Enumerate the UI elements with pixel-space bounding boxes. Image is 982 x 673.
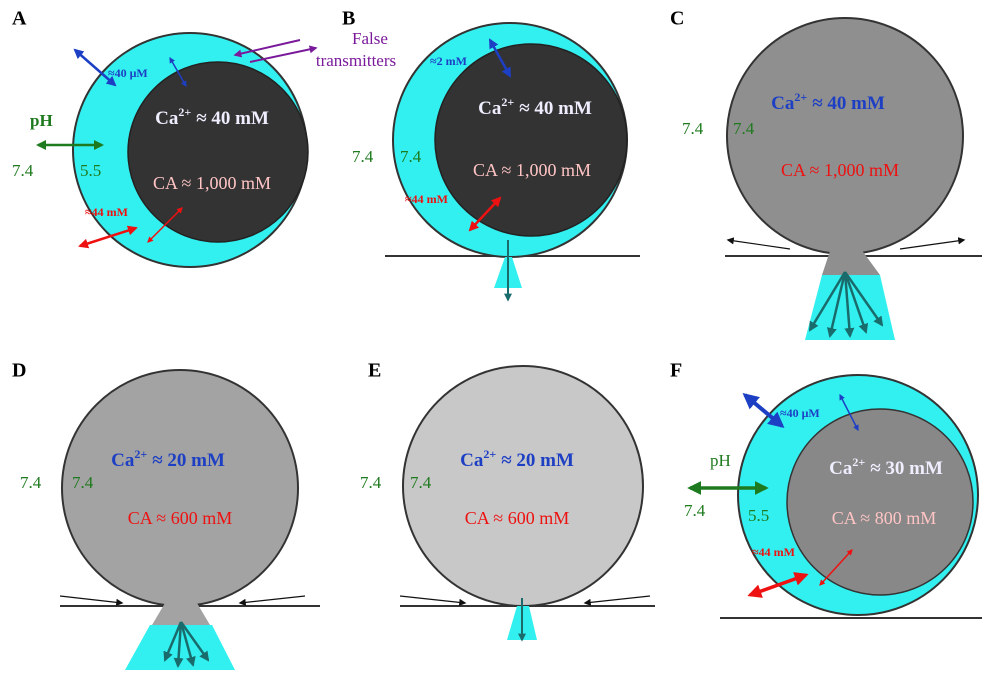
concentration: ≈40 μM bbox=[108, 66, 148, 80]
ph-value: 7.4 bbox=[352, 147, 374, 166]
ph-value: 5.5 bbox=[80, 161, 101, 180]
concentration: ≈2 mM bbox=[430, 54, 467, 68]
ph-label: pH bbox=[710, 451, 731, 470]
concentration: ≈44 mM bbox=[752, 545, 795, 559]
ph-value: 7.4 bbox=[684, 501, 706, 520]
calcium: Ca2+≈ 20 mM bbox=[460, 447, 574, 472]
ph-value: 7.4 bbox=[410, 473, 432, 492]
concentration: ≈40 μM bbox=[780, 406, 820, 420]
panel-a: A ≈40 μM False transmitters pH 7.4 5.5 C… bbox=[12, 8, 396, 267]
calcium: Ca2+≈ 40 mM bbox=[478, 95, 592, 120]
catecholamine: CA ≈ 1,000 mM bbox=[153, 173, 271, 193]
panel-label: C bbox=[670, 8, 684, 30]
annotation: transmitters bbox=[316, 51, 396, 70]
panel-label: D bbox=[12, 360, 26, 382]
vesicle bbox=[727, 18, 963, 254]
panel-c: C 7.4 7.4 Ca2+≈ 40 mM CA ≈ 1,000 mM bbox=[670, 8, 982, 340]
panel-label: A bbox=[12, 8, 27, 30]
concentration: ≈44 mM bbox=[405, 192, 448, 206]
annotation: False bbox=[352, 29, 388, 48]
ph-value: 7.4 bbox=[360, 473, 382, 492]
calcium: Ca2+≈ 20 mM bbox=[111, 447, 225, 472]
calcium: Ca2+≈ 40 mM bbox=[155, 105, 269, 130]
dense-core bbox=[128, 62, 308, 242]
catecholamine: CA ≈ 800 mM bbox=[832, 508, 936, 528]
ph-value: 7.4 bbox=[20, 473, 42, 492]
panel-e: E 7.4 7.4 Ca2+≈ 20 mM CA ≈ 600 mM bbox=[360, 360, 655, 640]
calcium: Ca2+≈ 30 mM bbox=[829, 455, 943, 480]
figure: A ≈40 μM False transmitters pH 7.4 5.5 C… bbox=[0, 0, 982, 673]
ph-value: 7.4 bbox=[12, 161, 34, 180]
ph-label: pH bbox=[30, 111, 53, 130]
concentration: ≈44 mM bbox=[85, 205, 128, 219]
ph-value: 7.4 bbox=[733, 119, 755, 138]
arrow bbox=[60, 596, 122, 603]
arrow bbox=[240, 596, 305, 603]
ph-value: 7.4 bbox=[72, 473, 94, 492]
arrow bbox=[900, 240, 964, 249]
ph-value: 7.4 bbox=[682, 119, 704, 138]
dense-core bbox=[435, 44, 627, 236]
panel-label: B bbox=[342, 8, 355, 30]
catecholamine: CA ≈ 600 mM bbox=[465, 508, 569, 528]
panel-label: E bbox=[368, 360, 381, 382]
vesicle bbox=[62, 370, 298, 606]
arrow bbox=[400, 596, 465, 603]
arrow bbox=[728, 240, 790, 249]
ph-value: 7.4 bbox=[400, 147, 422, 166]
dense-core bbox=[787, 409, 973, 595]
panel-label: F bbox=[670, 360, 682, 382]
panel-f: F ≈40 μM pH 7.4 5.5 Ca2+≈ 30 mM CA ≈ 800… bbox=[670, 360, 982, 618]
panel-d: D 7.4 7.4 Ca2+≈ 20 mM CA ≈ 600 mM bbox=[12, 360, 320, 670]
catecholamine: CA ≈ 1,000 mM bbox=[473, 160, 591, 180]
arrow bbox=[585, 596, 650, 603]
ph-value: 5.5 bbox=[748, 506, 769, 525]
catecholamine: CA ≈ 600 mM bbox=[128, 508, 232, 528]
catecholamine: CA ≈ 1,000 mM bbox=[781, 160, 899, 180]
calcium: Ca2+≈ 40 mM bbox=[771, 90, 885, 115]
vesicle bbox=[403, 366, 643, 606]
